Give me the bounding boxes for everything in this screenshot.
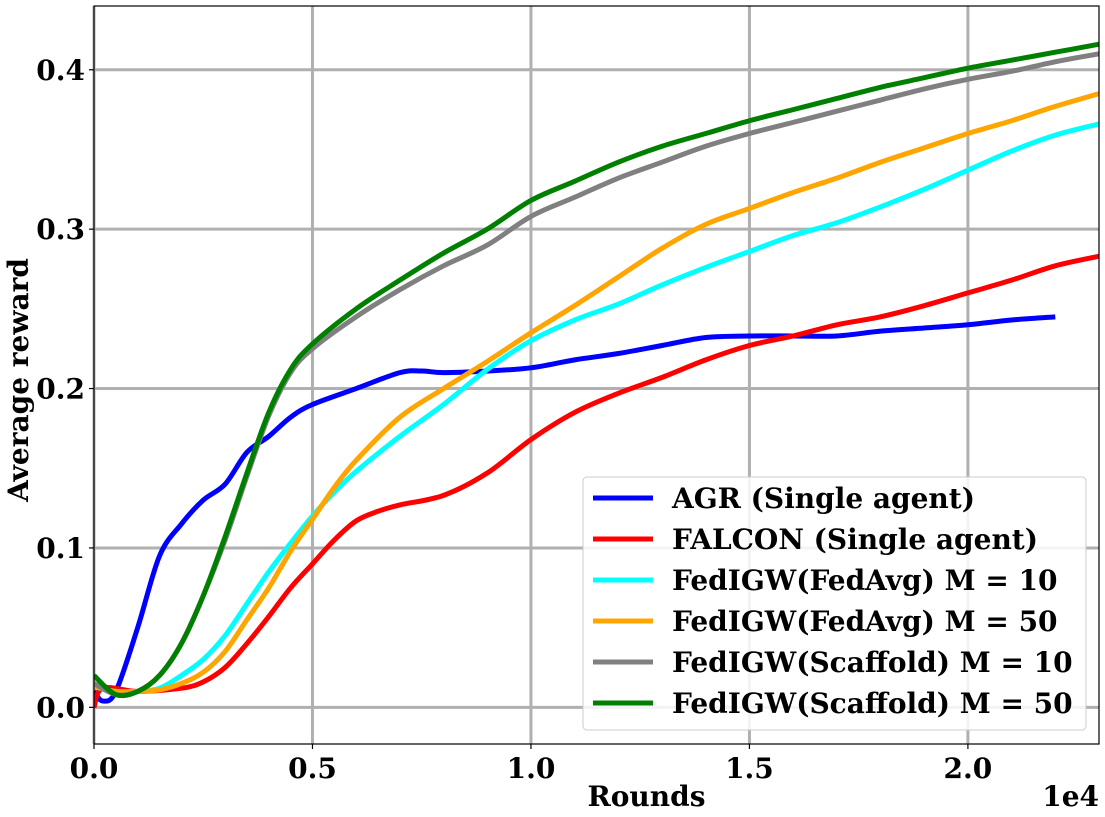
legend-label: FedIGW(FedAvg) M = 10 [672,564,1058,597]
series-line-agr-single-agent [94,314,1056,704]
y-tick-label: 0.2 [36,373,85,406]
series-line-fedigw-fedavg-m-10 [94,121,1099,695]
y-tick-label: 0.0 [36,691,85,724]
series-line-falcon-single-agent [94,253,1099,709]
legend-label: FedIGW(Scaffold) M = 10 [672,646,1073,679]
plot-frame [93,5,1100,745]
y-tick-label: 0.3 [36,213,85,246]
legend: AGR (Single agent) FALCON (Single agent) F… [582,476,1087,731]
y-axis-label: Average reward [2,258,35,503]
x-axis-scale-note: 1e4 [1042,780,1099,813]
y-tick-label: 0.4 [36,54,85,87]
legend-label: FedIGW(FedAvg) M = 50 [672,605,1058,638]
axis-ticks: 0.0 0.5 1.0 1.5 2.0 0.0 0.1 0.2 0.3 0.4 [36,54,992,785]
x-tick-label: 1.5 [725,752,774,785]
y-tick-label: 0.1 [36,532,85,565]
x-tick-label: 0.0 [70,752,119,785]
x-tick-label: 1.0 [507,752,556,785]
legend-label: FALCON (Single agent) [672,523,1038,556]
legend-label: FedIGW(Scaffold) M = 50 [672,687,1073,720]
x-axis-label: Rounds [587,780,705,813]
legend-box [582,476,1087,731]
series-line-fedigw-scaffold-m-50 [94,41,1099,699]
series-line-fedigw-fedavg-m-50 [94,91,1099,695]
legend-label: AGR (Single agent) [671,482,975,515]
x-tick-label: 2.0 [944,752,993,785]
series-lines [94,41,1099,709]
x-tick-label: 0.5 [288,752,337,785]
